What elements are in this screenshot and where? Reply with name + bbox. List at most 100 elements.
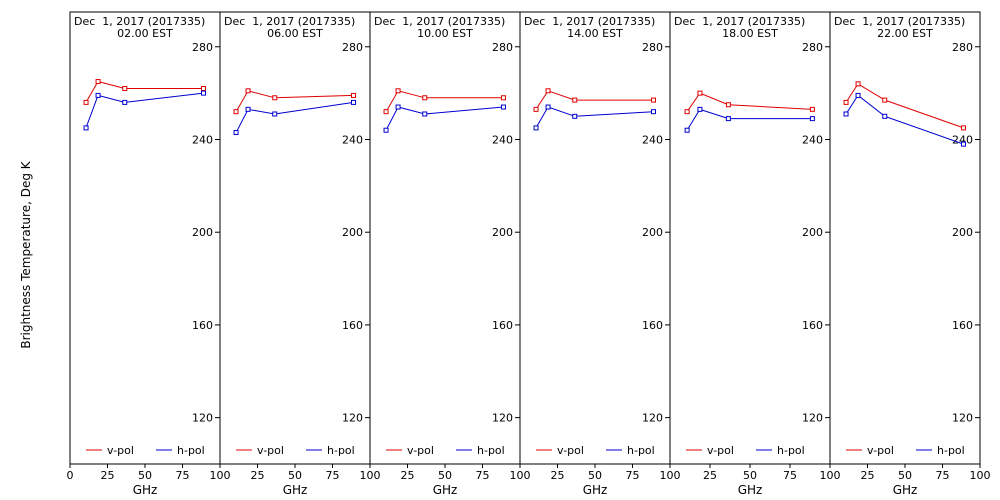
series-line-h-pol — [235, 101, 354, 133]
series-line-v-pol — [235, 90, 354, 112]
x-tick-label: 50 — [898, 469, 912, 482]
x-tick-label: 75 — [936, 469, 950, 482]
legend-label-v-pol: v-pol — [707, 444, 734, 457]
data-point-v-pol — [533, 106, 539, 112]
series-line-v-pol — [845, 83, 964, 129]
data-point-h-pol — [95, 92, 101, 98]
y-tick-label: 200 — [642, 226, 663, 239]
panel-title-time: 02.00 EST — [117, 27, 173, 40]
x-tick-label: 50 — [438, 469, 452, 482]
x-tick-label: 75 — [476, 469, 490, 482]
y-tick-label: 240 — [642, 133, 663, 146]
x-tick-label: 75 — [176, 469, 190, 482]
y-tick-label: 160 — [342, 319, 363, 332]
y-tick-label: 120 — [342, 412, 363, 425]
data-point-v-pol — [572, 97, 578, 103]
data-point-h-pol — [122, 99, 128, 105]
series-line-h-pol — [845, 94, 964, 145]
data-point-v-pol — [245, 88, 251, 94]
y-tick-label: 240 — [192, 133, 213, 146]
series-line-h-pol — [385, 106, 504, 131]
legend-label-h-pol: h-pol — [477, 444, 505, 457]
panel-title-time: 10.00 EST — [417, 27, 473, 40]
y-tick-label: 280 — [492, 41, 513, 54]
data-point-h-pol — [572, 113, 578, 119]
series-line-v-pol — [686, 92, 813, 112]
x-tick-label: 75 — [783, 469, 797, 482]
y-tick-label: 200 — [342, 226, 363, 239]
chart-panel-5: 120 160 200 240 280 25 50 75 100 GHz Dec 1, 2017 (… — [669, 11, 841, 497]
x-tick-label: 25 — [861, 469, 875, 482]
data-point-h-pol — [684, 127, 690, 133]
data-point-v-pol — [882, 97, 888, 103]
x-tick-label: 100 — [210, 469, 231, 482]
data-point-v-pol — [395, 88, 401, 94]
data-point-v-pol — [122, 85, 128, 91]
chart-panel-2: 120 160 200 240 280 25 50 75 100 GHz Dec 1, 2017 (… — [219, 11, 381, 497]
x-tick-label: 75 — [326, 469, 340, 482]
x-tick-label: 50 — [588, 469, 602, 482]
y-tick-label: 200 — [192, 226, 213, 239]
series-line-v-pol — [85, 80, 204, 103]
legend-label-v-pol: v-pol — [407, 444, 434, 457]
data-point-h-pol — [697, 106, 703, 112]
panel-title-time: 22.00 EST — [877, 27, 933, 40]
legend-label-h-pol: h-pol — [777, 444, 805, 457]
y-tick-label: 240 — [802, 133, 823, 146]
panel-title-time: 06.00 EST — [267, 27, 323, 40]
data-point-h-pol — [201, 90, 206, 96]
x-axis-label: GHz — [433, 483, 458, 497]
y-axis-label: Brightness Temperature, Deg K — [19, 160, 33, 348]
legend-label-h-pol: h-pol — [937, 444, 965, 457]
data-point-v-pol — [233, 109, 239, 115]
data-point-v-pol — [684, 109, 690, 115]
data-point-h-pol — [395, 104, 401, 110]
y-tick-label: 240 — [952, 133, 973, 146]
y-tick-label: 120 — [802, 412, 823, 425]
chart-panel-6: 120 160 200 240 280 25 50 75 100 GHz Dec 1, 2017 (… — [829, 11, 991, 497]
data-point-v-pol — [725, 102, 731, 108]
y-tick-label: 120 — [642, 412, 663, 425]
x-tick-label: 25 — [101, 469, 115, 482]
x-tick-label: 25 — [551, 469, 565, 482]
y-tick-label: 280 — [342, 41, 363, 54]
data-point-h-pol — [272, 111, 278, 117]
data-point-h-pol — [83, 125, 89, 131]
x-axis-label: GHz — [583, 483, 608, 497]
data-point-h-pol — [725, 116, 731, 122]
x-tick-label: 50 — [288, 469, 302, 482]
data-point-v-pol — [809, 106, 815, 112]
y-tick-label: 160 — [642, 319, 663, 332]
x-tick-label: 100 — [660, 469, 681, 482]
data-point-v-pol — [201, 85, 206, 91]
data-point-h-pol — [533, 125, 539, 131]
data-point-h-pol — [383, 127, 389, 133]
panel-title-date: Dec 1, 2017 (2017335) — [834, 15, 965, 28]
series-line-h-pol — [535, 106, 654, 129]
data-point-v-pol — [855, 81, 861, 87]
data-point-v-pol — [501, 95, 506, 101]
x-tick-label: 50 — [743, 469, 757, 482]
y-tick-label: 160 — [492, 319, 513, 332]
y-tick-label: 120 — [492, 412, 513, 425]
data-point-v-pol — [843, 99, 849, 105]
panel-title-date: Dec 1, 2017 (2017335) — [524, 15, 655, 28]
x-tick-label: 100 — [970, 469, 991, 482]
y-tick-label: 280 — [952, 41, 973, 54]
x-tick-label: 25 — [251, 469, 265, 482]
y-tick-label: 160 — [952, 319, 973, 332]
x-axis-label: GHz — [738, 483, 763, 497]
x-tick-label: 75 — [626, 469, 640, 482]
data-point-h-pol — [809, 116, 815, 122]
data-point-h-pol — [961, 141, 966, 147]
x-tick-label: 25 — [703, 469, 717, 482]
y-tick-label: 280 — [642, 41, 663, 54]
legend-label-v-pol: v-pol — [557, 444, 584, 457]
x-tick-label: 50 — [138, 469, 152, 482]
x-tick-label: 0 — [67, 469, 74, 482]
y-tick-label: 120 — [952, 412, 973, 425]
chart-panel-3: 120 160 200 240 280 25 50 75 100 GHz Dec 1, 2017 (… — [369, 11, 531, 497]
x-tick-label: 25 — [401, 469, 415, 482]
data-point-h-pol — [651, 109, 656, 115]
